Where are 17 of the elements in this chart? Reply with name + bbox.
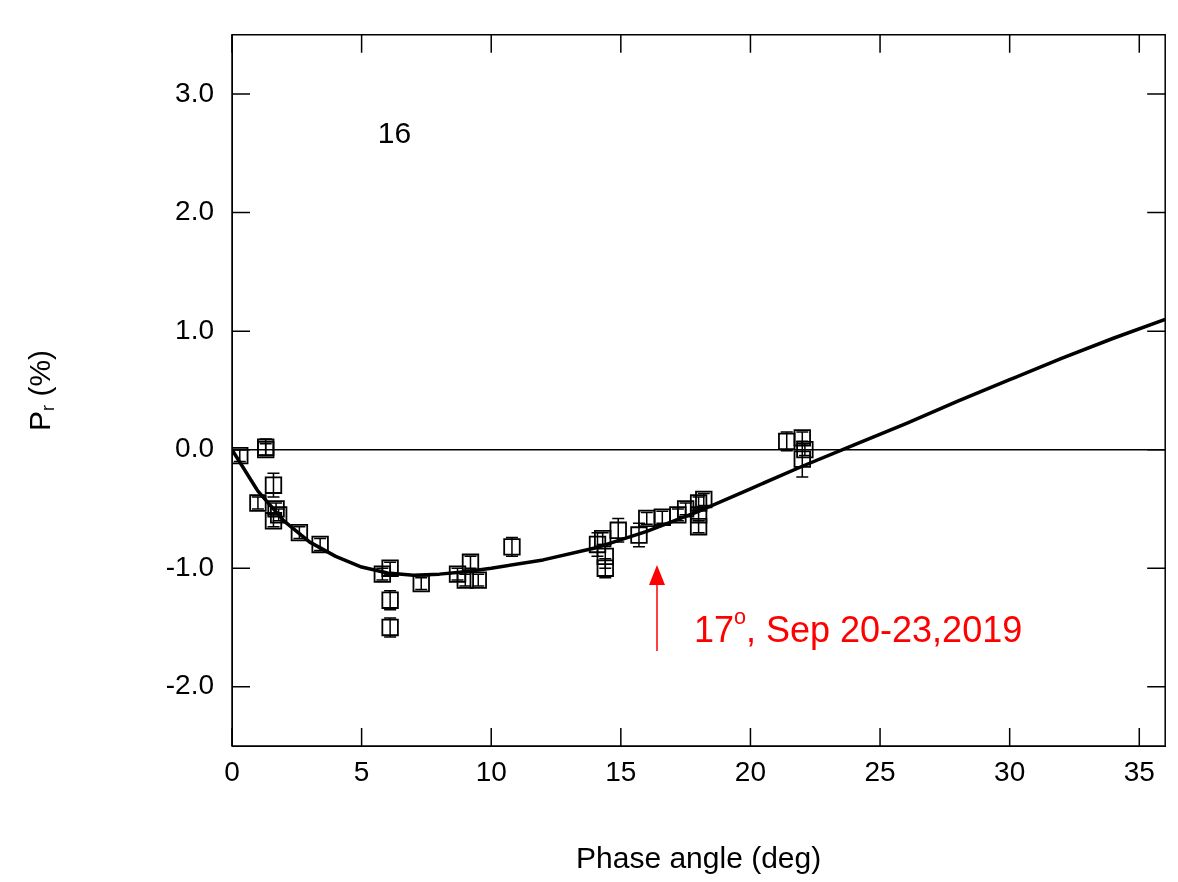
x-axis-title: Phase angle (deg) xyxy=(576,841,822,875)
y-axis-title: Pr (%) xyxy=(23,349,59,431)
x-tick-label: 15 xyxy=(605,755,637,787)
y-tick-label: 2.0 xyxy=(175,195,214,227)
y-tick-label: -1.0 xyxy=(165,550,214,582)
y-tick-label: -2.0 xyxy=(165,669,214,701)
x-tick-label: 0 xyxy=(224,755,240,787)
annotation: 16 xyxy=(377,116,412,150)
x-tick-label: 5 xyxy=(353,755,370,787)
x-tick-label: 35 xyxy=(1123,755,1155,787)
x-tick-label: 25 xyxy=(864,755,896,787)
y-tick-label: 1.0 xyxy=(175,313,214,345)
x-tick-label: 30 xyxy=(994,755,1026,787)
y-tick-label: 3.0 xyxy=(175,76,214,108)
y-tick-label: 0.0 xyxy=(175,432,214,464)
x-tick-label: 10 xyxy=(475,755,507,787)
x-tick-label: 20 xyxy=(734,755,767,787)
